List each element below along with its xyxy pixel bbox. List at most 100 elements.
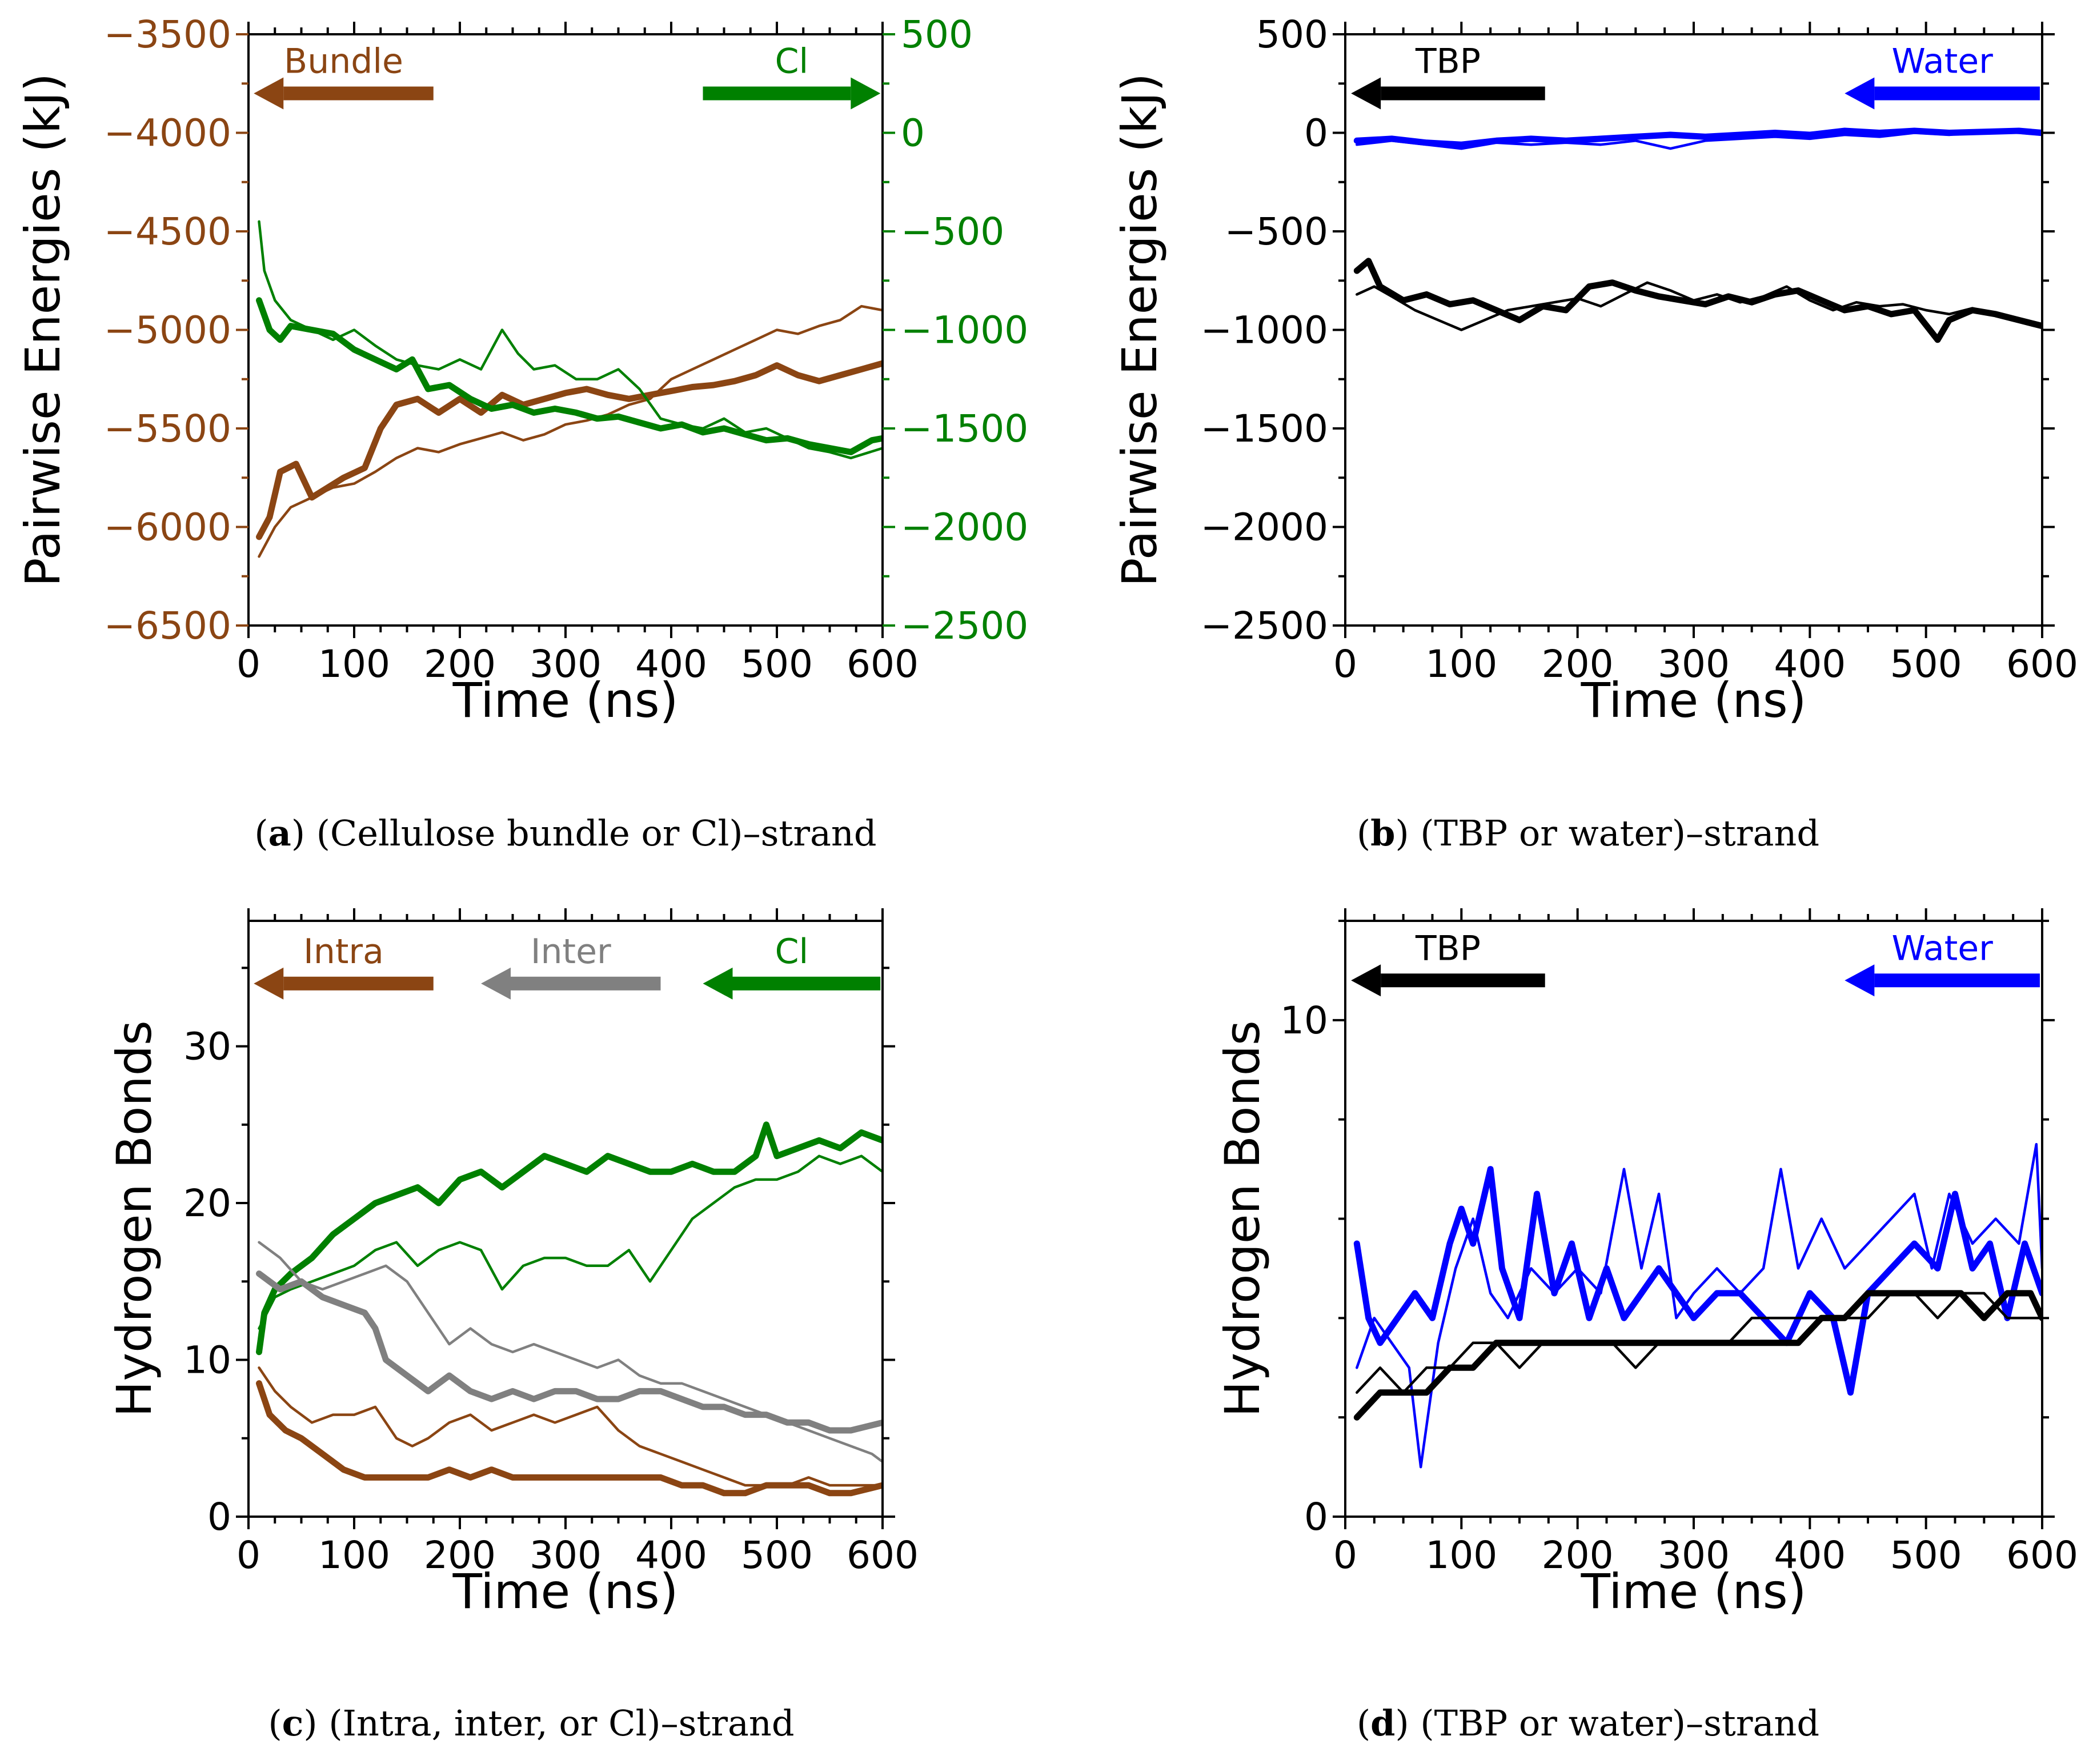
caption-b: (b) (TBP or water)–strand (1357, 812, 1819, 854)
a-ytick-label: −6000 (104, 506, 231, 550)
panel-c: 0 100 200 300 400 500 600 0 10 20 30 Time (ns) Hydro… (106, 908, 919, 1619)
a-y2tick-label: −1000 (901, 308, 1028, 352)
d-xtick-label: 600 (2006, 1533, 2078, 1577)
d-legend-arrow-head-1 (1845, 964, 1875, 997)
a-ylabel: Pairwise Energies (kJ) (15, 73, 71, 587)
b-legend-label-0: TBP (1415, 42, 1481, 82)
d-legend-label-0: TBP (1415, 928, 1481, 968)
d-xtick-label: 300 (1658, 1533, 1730, 1577)
a-ytick-label: −5000 (104, 308, 231, 352)
a-series-line-0 (256, 360, 883, 540)
b-xtick-label: 400 (1774, 642, 1846, 686)
b-ytick-label: −1500 (1201, 407, 1328, 451)
d-legend-arrow-head-0 (1351, 964, 1381, 997)
d-plot-frame (1344, 920, 2043, 1518)
c-series-line-3 (258, 1241, 883, 1464)
c-ylabel: Hydrogen Bonds (106, 1020, 162, 1417)
a-ytick-label: −4000 (104, 111, 231, 155)
b-series-group (1353, 127, 2042, 343)
a-y2tick-label: −2500 (901, 604, 1028, 648)
b-ylabel: Pairwise Energies (kJ) (1112, 73, 1168, 587)
a-y2tick-label: 500 (901, 13, 973, 57)
c-xtick-label: 200 (424, 1533, 496, 1577)
d-ytick-label: 0 (1304, 1495, 1328, 1539)
a-ytick-label: −4500 (104, 210, 231, 254)
a-series-line-2 (256, 297, 883, 455)
a-legend-label-1: Cl (775, 42, 809, 82)
b-plot-frame (1344, 33, 2043, 627)
d-ytick-label: 10 (1280, 999, 1328, 1043)
c-legend-label-1: Inter (531, 932, 611, 972)
d-xtick-label: 400 (1774, 1533, 1846, 1577)
b-series-line-3 (1356, 281, 2042, 331)
d-xlabel: Time (ns) (1581, 1563, 1807, 1619)
a-y2tick-label: −1500 (901, 407, 1028, 451)
c-series-line-4 (256, 1380, 883, 1497)
c-ytick-label: 20 (183, 1181, 231, 1225)
a-xlabel: Time (ns) (452, 672, 679, 728)
a-legend-arrow-head-1 (851, 77, 881, 110)
a-xtick-label: 100 (318, 642, 390, 686)
c-series-group (256, 1121, 883, 1497)
a-y2tick-label: −500 (901, 210, 1004, 254)
c-legend-arrow-head-2 (703, 967, 733, 1000)
c-legend-label-0: Intra (303, 932, 384, 972)
b-series-line-0 (1353, 127, 2042, 148)
c-ytick-label: 10 (183, 1338, 231, 1382)
a-xtick-label: 300 (530, 642, 602, 686)
panel-b: 0 100 200 300 400 500 600 −2500 −2000 −1500 −1000 −… (1112, 13, 2078, 728)
b-legend-arrow-head-1 (1845, 77, 1875, 110)
caption-b-text: (TBP or water)–strand (1420, 812, 1819, 854)
a-series-line-3 (258, 220, 883, 460)
b-legend-arrow-head-0 (1351, 77, 1381, 110)
d-xtick-label: 200 (1542, 1533, 1614, 1577)
d-series-line-3 (1356, 1292, 2042, 1394)
c-series-line-5 (258, 1366, 883, 1487)
b-ytick-label: −500 (1225, 210, 1328, 254)
d-legend-label-1: Water (1891, 928, 1993, 968)
b-ytick-label: 0 (1304, 111, 1328, 155)
b-ytick-label: −2500 (1201, 604, 1328, 648)
c-series-line-1 (258, 1154, 883, 1330)
a-xtick-label: 500 (741, 642, 813, 686)
caption-d-letter: d (1370, 1702, 1395, 1744)
b-xtick-label: 100 (1425, 642, 1497, 686)
caption-a-letter: a (268, 812, 291, 854)
caption-a: (a) (Cellulose bundle or Cl)–strand (254, 812, 876, 854)
a-ytick-label: −6500 (104, 604, 231, 648)
b-legend-label-1: Water (1891, 42, 1993, 82)
a-xtick-label: 600 (847, 642, 919, 686)
b-xtick-label: 0 (1333, 642, 1357, 686)
a-y2tick-label: −2000 (901, 506, 1028, 550)
c-plot-frame (247, 920, 884, 1518)
panel-a: 0 100 200 300 400 500 600−6500−6000−5500−5000−… (15, 13, 1028, 728)
c-xlabel: Time (ns) (452, 1563, 679, 1619)
c-xtick-label: 0 (236, 1533, 260, 1577)
c-xtick-label: 100 (318, 1533, 390, 1577)
d-xtick-label: 100 (1425, 1533, 1497, 1577)
caption-d: (d) (TBP or water)–strand (1357, 1702, 1819, 1744)
c-ytick-label: 30 (183, 1025, 231, 1069)
c-ytick-label: 0 (207, 1495, 231, 1539)
caption-c-letter: c (282, 1702, 304, 1744)
c-xtick-label: 400 (635, 1533, 707, 1577)
d-xtick-label: 500 (1890, 1533, 1962, 1577)
a-plot-frame (247, 33, 884, 627)
caption-c-text: (Intra, inter, or Cl)–strand (328, 1702, 794, 1744)
b-xtick-label: 500 (1890, 642, 1962, 686)
a-xtick-label: 400 (635, 642, 707, 686)
caption-a-text: (Cellulose bundle or Cl)–strand (316, 812, 877, 854)
c-legend-arrow-head-1 (481, 967, 511, 1000)
caption-c: (c) (Intra, inter, or Cl)–strand (268, 1702, 794, 1744)
a-xtick-label: 200 (424, 642, 496, 686)
c-legend-label-2: Cl (775, 932, 809, 972)
b-xtick-label: 200 (1542, 642, 1614, 686)
c-legend-arrow-head-0 (254, 967, 284, 1000)
a-series-group (256, 220, 883, 558)
c-xtick-label: 600 (847, 1533, 919, 1577)
a-ytick-label: −3500 (104, 13, 231, 57)
b-xtick-label: 600 (2006, 642, 2078, 686)
d-xtick-label: 0 (1333, 1533, 1357, 1577)
b-series-line-1 (1356, 129, 2042, 150)
